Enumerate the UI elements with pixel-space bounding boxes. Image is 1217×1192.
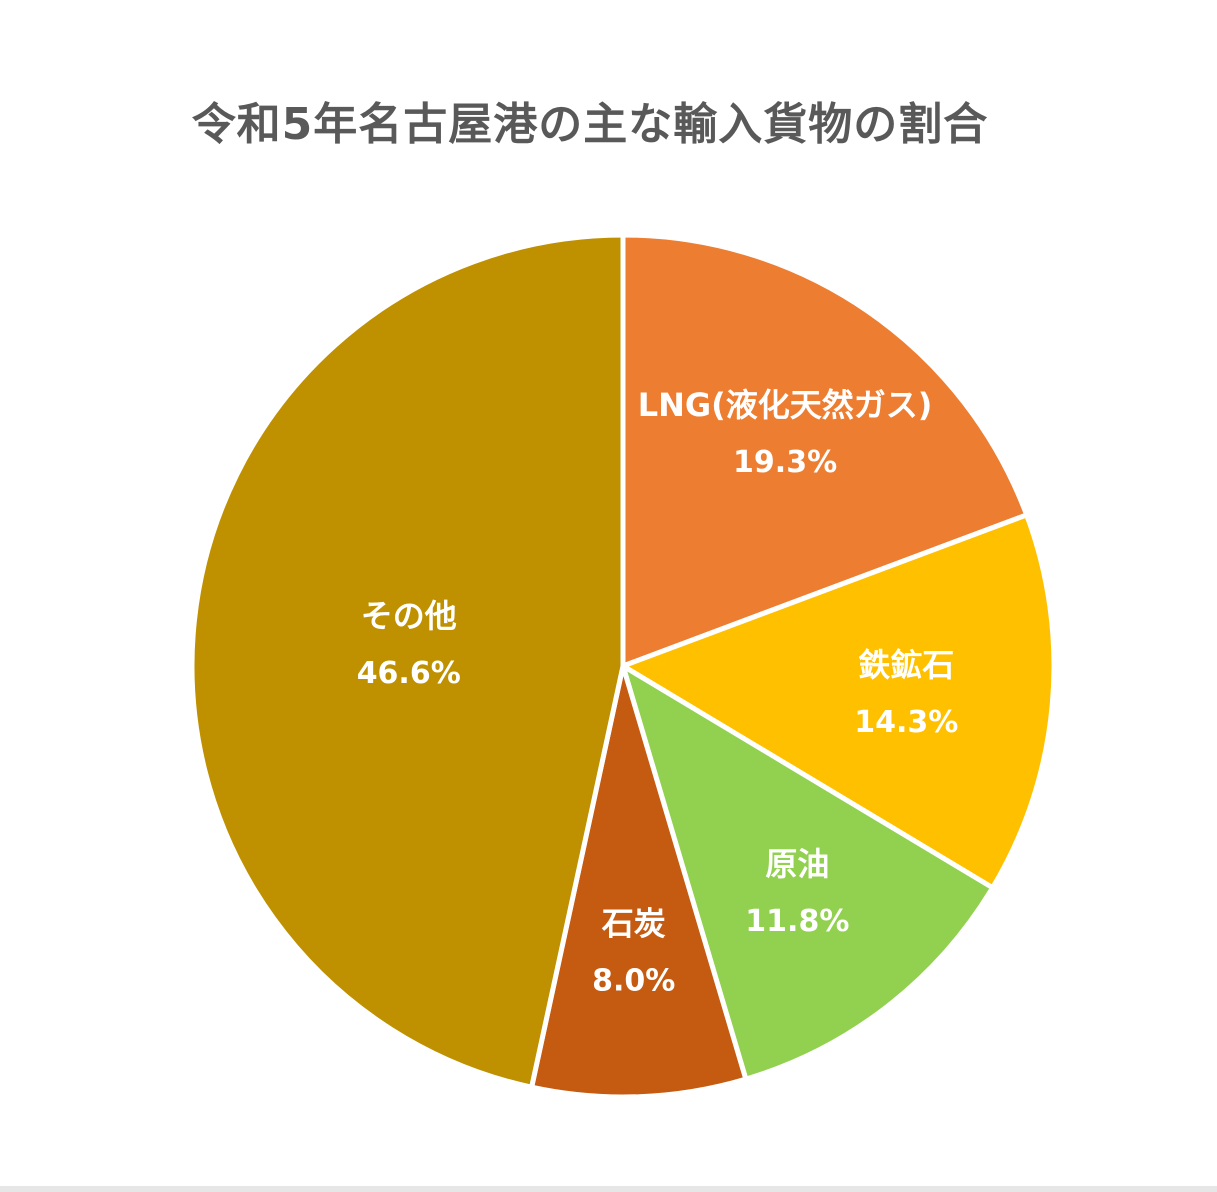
pie-slice-1 [620, 232, 1030, 669]
pie-slice-label-3: 原油 [765, 845, 829, 883]
pie-labels: LNG(液化天然ガス) 19.3% 鉄鉱石 14.3% 原油 11.8% 石炭 8.0% その他… [357, 386, 959, 998]
pie-slice-value-4: 8.0% [592, 963, 675, 998]
pie-slice-2 [620, 512, 1057, 891]
bottom-divider [0, 1186, 1217, 1192]
chart-title: 令和5年名古屋港の主な輸入貨物の割合 [191, 99, 989, 150]
pie-slice-label-1: LNG(液化天然ガス) [638, 386, 933, 424]
pie-slice-value-1: 19.3% [733, 445, 837, 480]
pie-slice-label-4: 石炭 [601, 904, 666, 942]
pie-slice-5 [189, 232, 626, 1090]
pie-slice-value-2: 14.3% [854, 705, 958, 740]
pie-slice-label-2: 鉄鉱石 [858, 646, 954, 684]
pie-slice-4 [529, 663, 749, 1100]
pie-slice-value-5: 46.6% [357, 656, 461, 691]
pie-slices [189, 232, 1057, 1100]
pie-slice-value-3: 11.8% [745, 904, 849, 939]
pie-slice-label-5: その他 [361, 597, 457, 635]
